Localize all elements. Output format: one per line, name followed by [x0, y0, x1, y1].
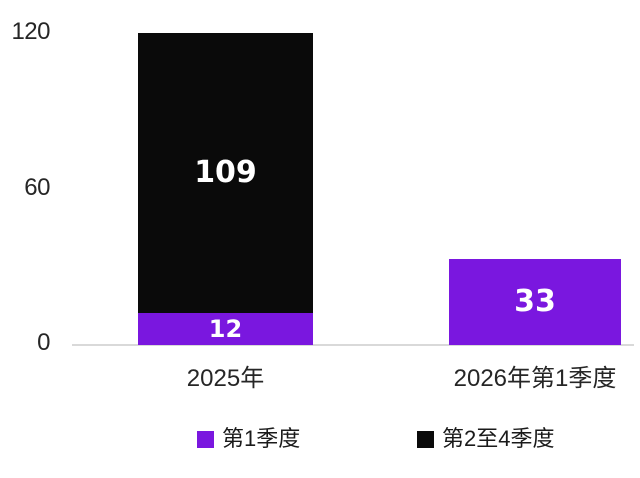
legend-label-q1: 第1季度	[222, 426, 301, 451]
x-axis-label-2026q1: 2026年第1季度	[453, 365, 617, 392]
y-axis-tick-0: 0	[37, 329, 50, 356]
bar-value-label-q2to4-2025: 109	[194, 155, 257, 190]
bar-2026q1-segment-q1: 33	[449, 259, 621, 345]
legend-item-q1: 第1季度	[197, 426, 300, 452]
x-axis-baseline	[72, 344, 634, 346]
bar-2025-segment-q2to4: 109	[138, 33, 313, 313]
y-axis-tick-60: 60	[24, 174, 50, 201]
legend-swatch-q2to4-icon	[417, 430, 434, 448]
legend-item-q2to4: 第2至4季度	[417, 426, 554, 452]
bar-2025-segment-q1: 12	[138, 313, 313, 345]
y-axis-tick-120: 120	[11, 18, 50, 45]
bar-value-label-q1-2025: 12	[208, 315, 243, 343]
x-axis-label-2025: 2025年	[186, 365, 265, 392]
legend-label-q2to4: 第2至4季度	[442, 426, 555, 451]
bar-value-label-q1-2026: 33	[514, 284, 556, 319]
legend-swatch-q1-icon	[197, 430, 214, 448]
